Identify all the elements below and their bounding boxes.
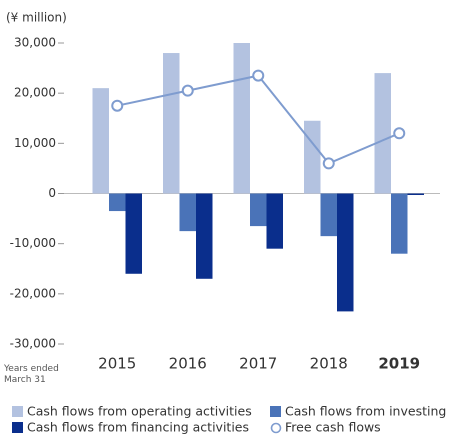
x-tick-label: 2016 <box>169 355 207 373</box>
bar <box>163 53 180 194</box>
bar <box>391 193 408 254</box>
y-axis-label: (¥ million) <box>6 11 67 25</box>
y-tick-label: 30,000 <box>14 36 56 50</box>
y-tick-label: 20,000 <box>14 86 56 100</box>
legend-label: Cash flows from financing activities <box>27 420 249 435</box>
bar <box>125 193 142 274</box>
line <box>117 74 400 165</box>
y-tick-label: -30,000 <box>10 337 56 351</box>
bar <box>320 193 337 237</box>
legend-symbol <box>12 422 23 433</box>
bar <box>304 120 321 194</box>
bar <box>233 43 250 194</box>
bar <box>109 193 126 212</box>
bar <box>250 193 267 227</box>
bar <box>92 88 109 194</box>
legend-symbol <box>270 422 282 434</box>
bar <box>179 193 196 232</box>
y-tick-label: 10,000 <box>14 136 56 150</box>
bar <box>337 193 354 312</box>
point <box>111 99 124 112</box>
y-tick-label: -20,000 <box>10 286 56 300</box>
point <box>252 69 265 82</box>
point <box>322 157 335 170</box>
y-tick-label: -10,000 <box>10 236 56 250</box>
x-tick-label: 2015 <box>98 355 136 373</box>
legend-label: Free cash flows <box>285 420 381 435</box>
x-tick-label: 2018 <box>310 355 348 373</box>
x-tick-label: 2019 <box>378 355 420 373</box>
bar <box>196 193 213 279</box>
x-axis-label: Years ended March 31 <box>3 364 59 385</box>
legend-label: Cash flows from investing activities <box>285 404 451 419</box>
point <box>393 127 406 140</box>
legend-label: Cash flows from operating activities <box>27 404 252 419</box>
legend-symbol <box>270 406 281 417</box>
bar <box>407 193 424 196</box>
x-tick-label: 2017 <box>239 355 277 373</box>
bar <box>374 73 391 194</box>
point <box>181 84 194 97</box>
bar <box>266 193 283 249</box>
y-tick-label: 0 <box>48 186 56 200</box>
legend-symbol <box>12 406 23 417</box>
